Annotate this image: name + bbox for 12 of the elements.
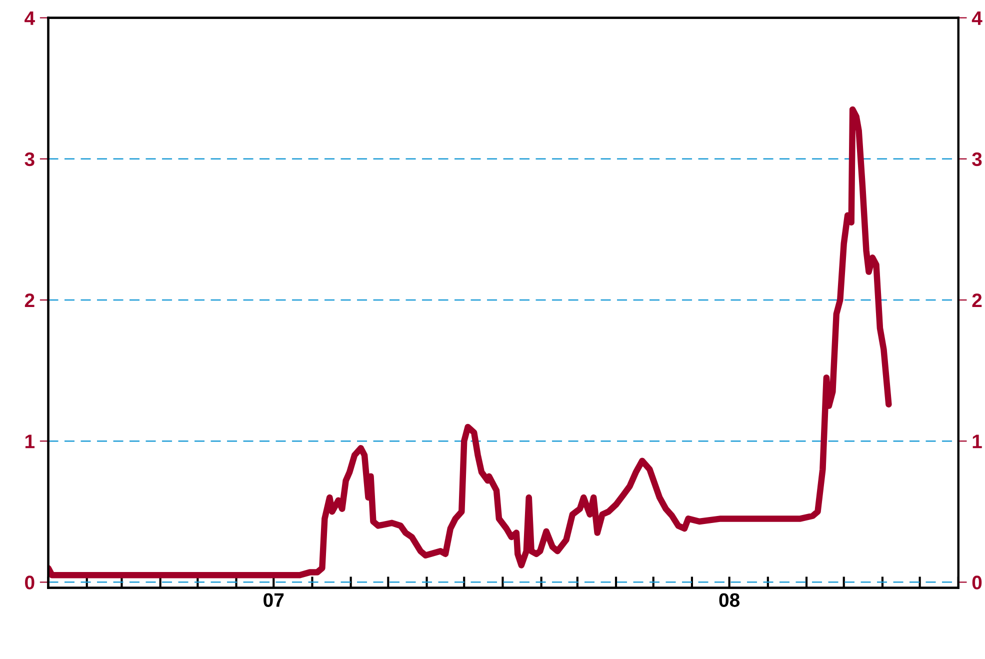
y-tick-label: 4 — [24, 11, 35, 25]
y2-tick-label: 2 — [972, 293, 982, 308]
y2-tick-label: 3 — [972, 152, 982, 166]
y-tick-label: 3 — [24, 152, 34, 166]
y-tick-label: 1 — [25, 434, 35, 448]
y2-tick-label: 1 — [972, 434, 982, 448]
y2-tick-label: 0 — [972, 576, 982, 590]
x-tick-label: 08 — [719, 593, 740, 607]
y2-tick-label: 4 — [972, 11, 982, 25]
y-tick-label: 2 — [24, 293, 34, 308]
y-tick-label: 0 — [25, 576, 34, 590]
x-tick-label: 07 — [264, 593, 284, 607]
